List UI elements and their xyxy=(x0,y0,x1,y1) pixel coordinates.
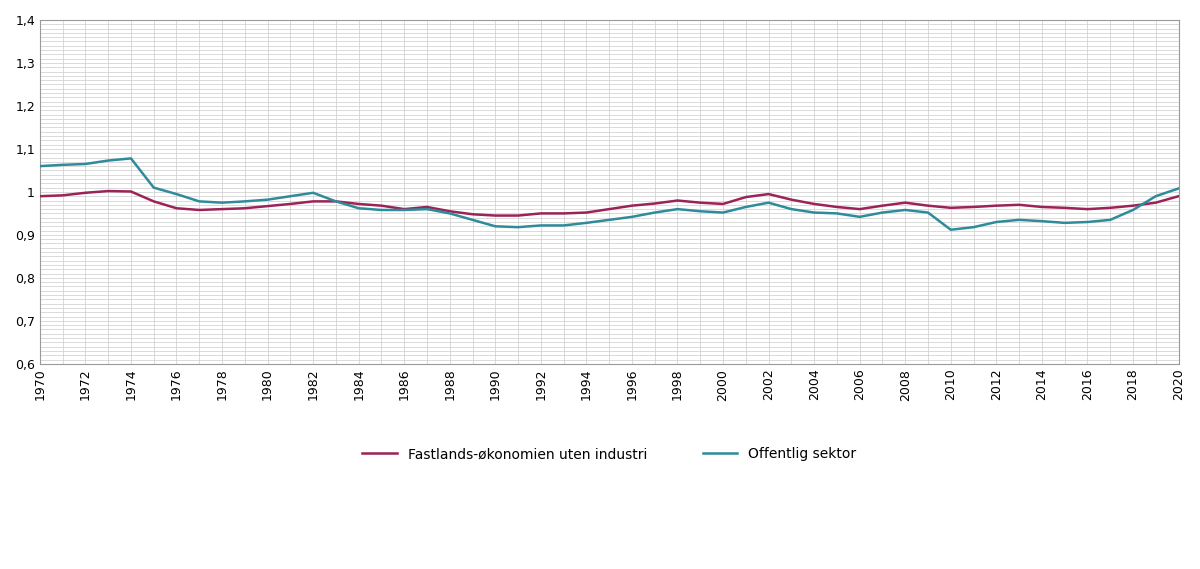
Fastlands-økonomien uten industri xyxy=(397,206,412,213)
Offentlig sektor xyxy=(397,207,412,213)
Fastlands-økonomien uten industri xyxy=(101,188,115,195)
Offentlig sektor xyxy=(806,209,821,216)
Fastlands-økonomien uten industri xyxy=(420,204,434,211)
Fastlands-økonomien uten industri xyxy=(829,204,844,211)
Offentlig sektor xyxy=(943,226,958,233)
Fastlands-økonomien uten industri xyxy=(1148,199,1163,206)
Offentlig sektor xyxy=(306,189,320,196)
Offentlig sektor xyxy=(1171,185,1186,192)
Offentlig sektor xyxy=(420,206,434,213)
Offentlig sektor xyxy=(124,155,138,162)
Offentlig sektor xyxy=(875,209,889,216)
Offentlig sektor xyxy=(1148,193,1163,200)
Legend: Fastlands-økonomien uten industri, Offentlig sektor: Fastlands-økonomien uten industri, Offen… xyxy=(356,442,862,467)
Fastlands-økonomien uten industri xyxy=(32,193,47,200)
Offentlig sektor xyxy=(32,163,47,170)
Fastlands-økonomien uten industri xyxy=(1171,193,1186,200)
Fastlands-økonomien uten industri xyxy=(898,199,912,206)
Fastlands-økonomien uten industri xyxy=(306,198,320,205)
Fastlands-økonomien uten industri xyxy=(488,212,503,219)
Line: Fastlands-økonomien uten industri: Fastlands-økonomien uten industri xyxy=(40,191,1178,216)
Line: Offentlig sektor: Offentlig sektor xyxy=(40,158,1178,230)
